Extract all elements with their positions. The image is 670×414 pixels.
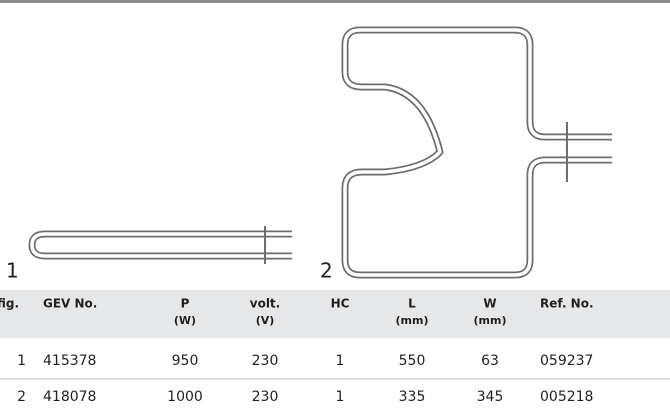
table-cell: 230 (252, 353, 279, 369)
figure-label: 1 (6, 259, 19, 283)
header-cell: (mm) (474, 314, 507, 327)
element-2-drawing (341, 26, 612, 279)
header-cell: (V) (256, 314, 275, 327)
table-cell: 059237 (540, 353, 593, 369)
table-cell: 950 (172, 353, 199, 369)
header-cell: (mm) (396, 314, 429, 327)
header-cell: L (408, 297, 416, 311)
table-cell: 335 (399, 389, 426, 405)
header-cell: HC (331, 297, 350, 311)
header-cell: (W) (174, 314, 196, 327)
header-cell: fig. (0, 297, 19, 311)
top-rule (0, 0, 670, 3)
header-cell: volt. (250, 297, 280, 311)
table-cell: 230 (252, 389, 279, 405)
table-cell: 005218 (540, 389, 593, 405)
header-cell: Ref. No. (540, 297, 594, 311)
table-cell: 63 (481, 353, 499, 369)
element-1-drawing (28, 226, 292, 264)
header-cell: GEV No. (43, 297, 97, 311)
figure-label: 2 (320, 259, 333, 283)
table-cell: 1 (17, 353, 26, 369)
table-cell: 418078 (43, 389, 96, 405)
header-cell: P (181, 297, 190, 311)
table-cell: 550 (399, 353, 426, 369)
table-cell: 1 (336, 353, 345, 369)
table-header-band (0, 290, 670, 338)
table-cell: 1000 (167, 389, 203, 405)
table: fig. GEV No. P (W) volt. (V) HC L (mm) W (mm) Ref. … (0, 297, 670, 405)
table-cell: 415378 (43, 353, 96, 369)
header-cell: W (483, 297, 496, 311)
table-cell: 345 (477, 389, 504, 405)
table-cell: 1 (336, 389, 345, 405)
table-cell: 2 (17, 389, 26, 405)
